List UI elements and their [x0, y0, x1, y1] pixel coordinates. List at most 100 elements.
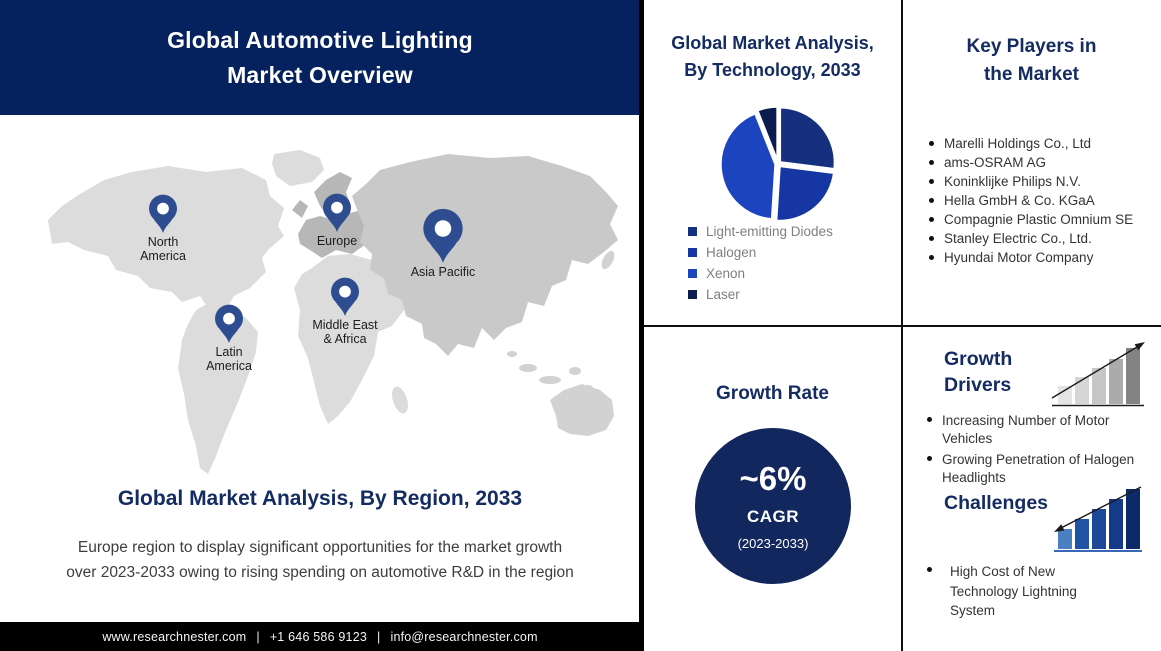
- growth-driver-item: Increasing Number of Motor Vehicles: [927, 412, 1155, 447]
- vertical-divider-left: [639, 0, 644, 651]
- key-player-name: Hella GmbH & Co. KGaA: [944, 192, 1095, 208]
- key-player-name: Stanley Electric Co., Ltd.: [944, 230, 1092, 246]
- legend-swatch-icon: [688, 227, 697, 236]
- map-pin-asia-pacific: Asia Pacific: [378, 208, 508, 279]
- growth-driver-text: Growing Penetration of Halogen Headlight…: [942, 452, 1135, 485]
- technology-pie-chart: [719, 105, 837, 223]
- world-map: [48, 150, 618, 474]
- map-pin-north-america: North America: [98, 194, 228, 264]
- location-pin-icon: [215, 304, 243, 343]
- footer-email: info@researchnester.com: [390, 629, 538, 644]
- technology-analysis-title: Global Market Analysis, By Technology, 2…: [671, 33, 874, 80]
- key-player-item: Compagnie Plastic Omnium SE: [929, 212, 1154, 228]
- region-label: Europe: [316, 234, 358, 248]
- cagr-badge: ~6% CAGR (2023-2033): [695, 428, 851, 584]
- continent-australia: [550, 384, 614, 436]
- challenges-bars-icon: [1054, 486, 1142, 552]
- legend-item: Laser: [688, 287, 833, 302]
- legend-item: Xenon: [688, 266, 833, 281]
- pie-slice-laser: [756, 105, 779, 163]
- location-pin-icon: [149, 194, 177, 233]
- growth-rate-title: Growth Rate: [716, 383, 829, 404]
- growth-driver-item: Growing Penetration of Halogen Headlight…: [927, 451, 1155, 486]
- location-pin-icon: [323, 193, 351, 232]
- legend-swatch-icon: [688, 248, 697, 257]
- continent-north-america: [48, 166, 284, 312]
- footer-website: www.researchnester.com: [102, 629, 247, 644]
- key-players-list: Marelli Holdings Co., Ltd ams-OSRAM AG K…: [929, 136, 1154, 269]
- challenge-item: High Cost of New Technology Lightning Sy…: [927, 562, 1097, 621]
- continent-asia: [352, 154, 618, 356]
- continent-south-america: [178, 300, 258, 474]
- footer-phone: +1 646 586 9123: [269, 629, 368, 644]
- location-pin-icon: [423, 208, 463, 263]
- arrow-down-icon: [1054, 524, 1065, 532]
- island: [507, 351, 517, 357]
- key-player-item: Marelli Holdings Co., Ltd: [929, 136, 1154, 152]
- region-label: Middle East & Africa: [312, 318, 378, 347]
- challenges-list: High Cost of New Technology Lightning Sy…: [927, 562, 1097, 624]
- bullet-icon: [929, 197, 934, 203]
- legend-item: Halogen: [688, 245, 833, 260]
- key-player-name: Compagnie Plastic Omnium SE: [944, 211, 1134, 227]
- bullet-icon: [927, 456, 932, 462]
- legend-swatch-icon: [688, 269, 697, 278]
- region-analysis-title: Global Market Analysis, By Region, 2033: [117, 487, 523, 510]
- challenges-title: Challenges: [944, 492, 1049, 514]
- region-label: North America: [140, 235, 186, 264]
- growth-drivers-list: Increasing Number of Motor Vehicles Grow…: [927, 412, 1155, 490]
- island: [539, 376, 561, 384]
- island: [569, 367, 581, 375]
- legend-item: Light-emitting Diodes: [688, 224, 833, 239]
- growth-driver-text: Increasing Number of Motor Vehicles: [942, 413, 1110, 446]
- footer-separator: |: [256, 629, 260, 644]
- key-player-item: Stanley Electric Co., Ltd.: [929, 231, 1154, 247]
- growth-bars-icon: [1051, 342, 1145, 407]
- region-label: Asia Pacific: [410, 265, 476, 279]
- japan: [601, 250, 615, 270]
- pie-slice-halogen: [774, 164, 836, 223]
- key-player-name: Koninklijke Philips N.V.: [944, 173, 1081, 189]
- madagascar: [392, 386, 408, 414]
- region-analysis-description: Europe region to display significant opp…: [66, 539, 574, 581]
- map-pin-middle-east-africa: Middle East & Africa: [280, 277, 410, 347]
- bullet-icon: [929, 159, 934, 165]
- key-player-item: Hyundai Motor Company: [929, 250, 1154, 266]
- bullet-icon: [929, 216, 934, 222]
- footer-separator: |: [377, 629, 381, 644]
- region-label: Latin America: [206, 345, 252, 374]
- map-pin-europe: Europe: [272, 193, 402, 248]
- bullet-icon: [929, 141, 934, 146]
- key-player-item: Koninklijke Philips N.V.: [929, 174, 1154, 190]
- greenland: [272, 150, 324, 186]
- key-player-name: ams-OSRAM AG: [944, 154, 1047, 170]
- pie-slice-xenon: [719, 112, 777, 221]
- growth-drivers-title: Growth Drivers: [944, 348, 1013, 397]
- legend-label: Xenon: [706, 266, 746, 281]
- challenge-text: High Cost of New Technology Lightning Sy…: [950, 564, 1077, 619]
- pie-legend: Light-emitting Diodes Halogen Xenon Laser: [688, 224, 833, 308]
- legend-label: Halogen: [706, 245, 757, 260]
- key-player-item: ams-OSRAM AG: [929, 155, 1154, 171]
- cagr-period: (2023-2033): [737, 535, 809, 551]
- pie-slice-light-emitting-diodes: [778, 106, 837, 171]
- map-pin-latin-america: Latin America: [164, 304, 294, 374]
- bullet-icon: [929, 235, 934, 241]
- bullet-icon: [927, 417, 932, 422]
- island: [519, 364, 537, 372]
- key-player-name: Hyundai Motor Company: [944, 249, 1094, 265]
- continent-africa: [294, 254, 410, 424]
- key-player-item: Hella GmbH & Co. KGaA: [929, 193, 1154, 209]
- cagr-metric: CAGR: [746, 506, 800, 526]
- british-isles: [292, 200, 308, 218]
- page-title: Global Automotive Lighting Market Overvi…: [167, 27, 473, 88]
- horizontal-divider: [644, 325, 1161, 327]
- title-band: Global Automotive Lighting Market Overvi…: [0, 0, 640, 115]
- legend-swatch-icon: [688, 290, 697, 299]
- legend-label: Laser: [706, 287, 740, 302]
- location-pin-icon: [331, 277, 359, 316]
- footer-bar: www.researchnester.com | +1 646 586 9123…: [0, 622, 640, 651]
- bullet-icon: [929, 178, 934, 184]
- key-player-name: Marelli Holdings Co., Ltd: [944, 136, 1092, 151]
